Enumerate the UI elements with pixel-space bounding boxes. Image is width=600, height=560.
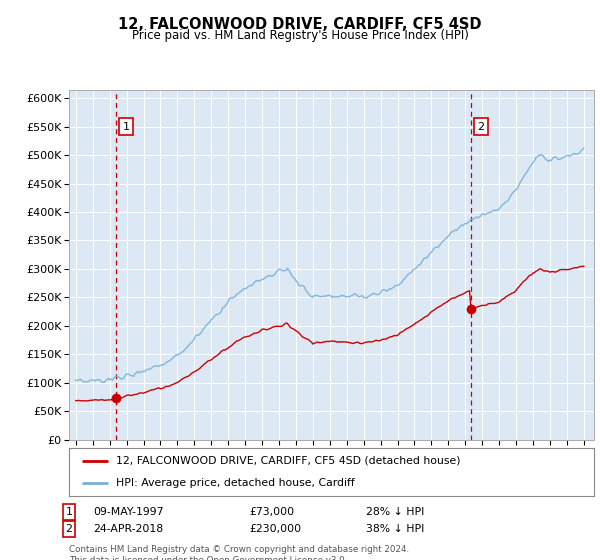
Text: 09-MAY-1997: 09-MAY-1997 bbox=[93, 507, 163, 517]
Text: 12, FALCONWOOD DRIVE, CARDIFF, CF5 4SD: 12, FALCONWOOD DRIVE, CARDIFF, CF5 4SD bbox=[118, 17, 482, 32]
Text: 2: 2 bbox=[478, 122, 484, 132]
Text: 24-APR-2018: 24-APR-2018 bbox=[93, 524, 163, 534]
Text: Contains HM Land Registry data © Crown copyright and database right 2024.
This d: Contains HM Land Registry data © Crown c… bbox=[69, 545, 409, 560]
Text: Price paid vs. HM Land Registry's House Price Index (HPI): Price paid vs. HM Land Registry's House … bbox=[131, 29, 469, 42]
Text: 12, FALCONWOOD DRIVE, CARDIFF, CF5 4SD (detached house): 12, FALCONWOOD DRIVE, CARDIFF, CF5 4SD (… bbox=[116, 456, 461, 466]
Text: 1: 1 bbox=[65, 507, 73, 517]
Text: 1: 1 bbox=[122, 122, 130, 132]
Text: 28% ↓ HPI: 28% ↓ HPI bbox=[366, 507, 424, 517]
Text: £230,000: £230,000 bbox=[249, 524, 301, 534]
Text: HPI: Average price, detached house, Cardiff: HPI: Average price, detached house, Card… bbox=[116, 478, 355, 488]
Text: £73,000: £73,000 bbox=[249, 507, 294, 517]
Text: 38% ↓ HPI: 38% ↓ HPI bbox=[366, 524, 424, 534]
Text: 2: 2 bbox=[65, 524, 73, 534]
